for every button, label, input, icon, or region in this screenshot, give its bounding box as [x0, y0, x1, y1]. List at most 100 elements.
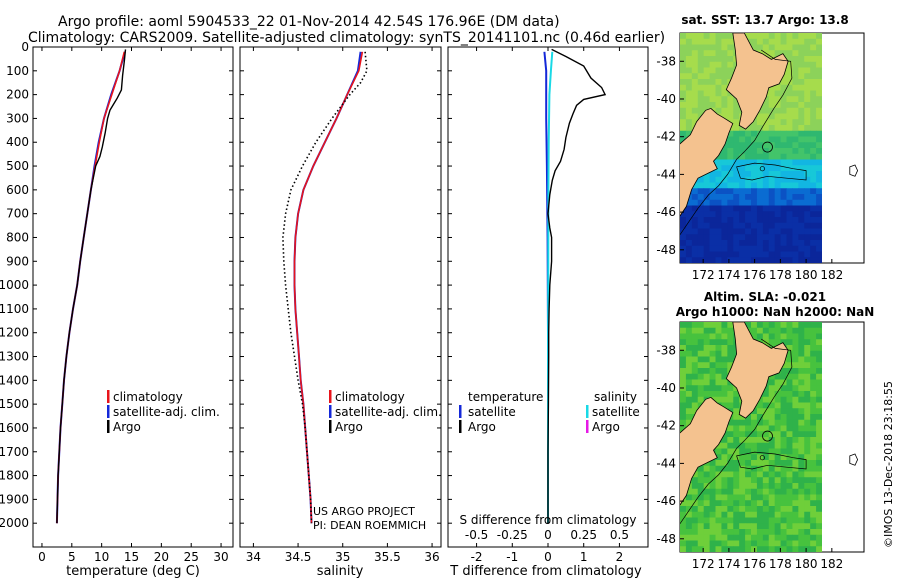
map-cell — [792, 251, 799, 258]
map-cell — [780, 199, 787, 206]
map-cell — [733, 159, 740, 166]
map-cell — [751, 333, 758, 340]
map-cell — [697, 234, 705, 241]
map-cell — [709, 67, 716, 74]
map-cell — [816, 327, 822, 334]
map-cell — [798, 148, 805, 155]
map-cell — [762, 511, 770, 518]
map-cell — [816, 368, 822, 375]
depth-tick-label: 1400 — [0, 373, 29, 387]
map-cell — [792, 339, 799, 346]
map-cell — [739, 431, 746, 438]
map-cell — [804, 159, 811, 166]
map-cell — [739, 251, 746, 258]
map-cell — [792, 159, 799, 166]
map-cell — [697, 345, 705, 352]
map-cell — [691, 339, 699, 346]
map-cell — [733, 448, 740, 455]
map-cell — [786, 460, 793, 467]
map-cell — [816, 391, 822, 398]
map-cell — [798, 251, 805, 258]
map-cell — [751, 506, 758, 513]
map-cell — [685, 322, 693, 329]
map-cell — [721, 448, 728, 455]
map-cell — [751, 425, 758, 432]
map-cell — [703, 182, 710, 189]
map-cell — [762, 96, 770, 103]
lon-tick-label: 182 — [820, 268, 843, 282]
map-cell — [792, 125, 799, 132]
map-cell — [727, 477, 734, 484]
map-cell — [810, 546, 817, 552]
map-cell — [786, 125, 793, 132]
map-cell — [798, 107, 805, 114]
map-cell — [751, 234, 758, 241]
map-cell — [703, 345, 710, 352]
map-cell — [751, 471, 758, 478]
map-cell — [727, 251, 734, 258]
map-cell — [792, 431, 799, 438]
map-cell — [780, 454, 787, 461]
map-cell — [798, 506, 805, 513]
map-cell — [780, 460, 787, 467]
map-cell — [680, 240, 687, 247]
map-cell — [804, 194, 811, 201]
salinity-depth-ticks — [240, 46, 441, 524]
map-cell — [762, 488, 770, 495]
map-cell — [798, 373, 805, 380]
map-cell — [804, 90, 811, 97]
map-cell — [768, 448, 776, 455]
map-cell — [703, 373, 710, 380]
map-cell — [804, 245, 811, 252]
map-cell — [745, 136, 752, 143]
map-cell — [810, 350, 817, 357]
map-cell — [691, 546, 699, 552]
map-cell — [703, 511, 710, 518]
map-cell — [751, 245, 758, 252]
map-cell — [709, 56, 716, 63]
map-cell — [680, 419, 687, 426]
map-cell — [715, 199, 722, 206]
map-cell — [816, 437, 822, 444]
map-cell — [685, 350, 693, 357]
sst-map: sat. SST: 13.7 Argo: 13.8 172 174 176 178 18… — [656, 13, 865, 282]
lon-tick-label: 174 — [717, 557, 740, 571]
chatham-rise-contour — [736, 162, 807, 181]
map-cell — [756, 460, 764, 467]
map-cell — [715, 333, 722, 340]
map-cell — [685, 234, 693, 241]
map-cell — [804, 529, 811, 536]
map-cell — [816, 408, 822, 415]
map-cell — [697, 517, 705, 524]
map-cell — [697, 523, 705, 530]
map-cell — [780, 194, 787, 201]
map-cell — [756, 437, 764, 444]
map-cell — [727, 442, 734, 449]
map-cell — [810, 540, 817, 547]
map-cell — [751, 205, 758, 212]
map-cell — [697, 385, 705, 392]
map-cell — [792, 391, 799, 398]
map-cell — [792, 119, 799, 126]
map-cell — [715, 84, 722, 91]
map-cell — [721, 345, 728, 352]
map-cell — [780, 373, 787, 380]
map-cell — [715, 194, 722, 201]
map-cell — [816, 159, 822, 166]
map-cell — [739, 205, 746, 212]
map-cell — [804, 345, 811, 352]
map-cell — [715, 517, 722, 524]
map-cell — [680, 56, 687, 63]
map-cell — [798, 79, 805, 86]
map-cell — [786, 448, 793, 455]
map-cell — [804, 251, 811, 258]
map-cell — [774, 379, 781, 386]
map-cell — [751, 44, 758, 51]
map-cell — [756, 511, 764, 518]
map-cell — [804, 488, 811, 495]
map-cell — [786, 136, 793, 143]
map-cell — [697, 471, 705, 478]
map-cell — [798, 534, 805, 541]
map-cell — [697, 33, 705, 40]
lat-tick-label: -42 — [656, 130, 676, 144]
